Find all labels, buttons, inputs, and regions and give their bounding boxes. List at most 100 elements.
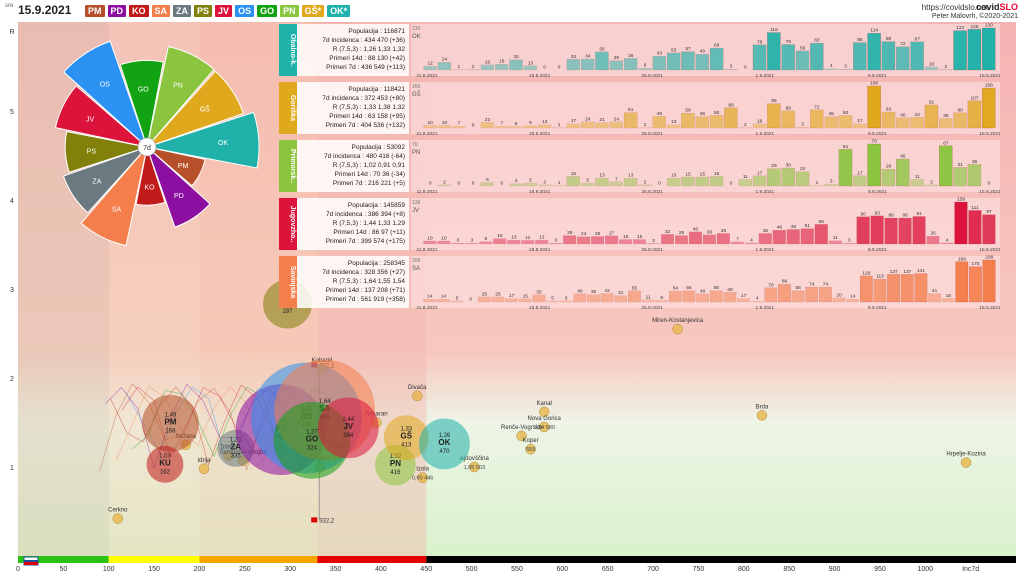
panel-stat-primeri_14: Primeri 14d : 88 130 (+42) <box>329 55 405 62</box>
polar-slice-gš <box>146 70 245 148</box>
x-tick-label: 450 <box>420 566 432 573</box>
panel-bar <box>810 43 824 71</box>
bubble-label: ZA <box>230 442 241 451</box>
panel-bar <box>842 242 856 245</box>
panel-bar-value: 4 <box>830 63 833 69</box>
panel-bar-value: 24 <box>614 116 620 122</box>
panel-bar <box>681 51 695 71</box>
panel-bar-value: 38 <box>943 113 949 119</box>
panel-bar <box>480 122 495 129</box>
panel-bar <box>668 290 682 303</box>
panel-bar-value: 31 <box>958 162 964 168</box>
panel-bar <box>838 68 853 71</box>
panel-bar <box>767 103 781 129</box>
region-legend: PM PD KO SA ZA PS JV OS GO PN GŠ* OK* <box>85 5 351 17</box>
panel-bar-value: 17 <box>509 293 515 299</box>
x-tick-label: 500 <box>466 566 478 573</box>
panel-bar <box>695 116 709 129</box>
panel-bar-value: 13 <box>599 173 605 179</box>
panel-bar-value: 0 <box>730 181 733 187</box>
panel-bar-value: 17 <box>857 118 863 124</box>
panel-bar-value: 68 <box>714 43 720 49</box>
municipality-dot <box>756 410 768 421</box>
panel-bar-value: 10 <box>929 61 935 67</box>
panel-stat-primeri_7: Primeri 7d : 399 574 (+175) <box>326 238 405 245</box>
panel-bar-value: 13 <box>528 60 534 66</box>
panel-bar-value: 97 <box>986 209 992 215</box>
panel-bar <box>781 110 795 129</box>
panel-bar <box>810 185 824 187</box>
panel-bar <box>709 47 724 71</box>
panel-bar <box>674 235 688 245</box>
region-panel-ok: Obalno-k. Populacija : 116871 7d incidenca… <box>279 23 1001 79</box>
site-url[interactable]: https://covidslo.net <box>921 3 988 12</box>
panel-bar-value: 5 <box>529 178 532 184</box>
panel-bar <box>914 273 928 303</box>
panel-bar-value: 0 <box>472 123 475 129</box>
polar-slice-ps <box>64 131 148 173</box>
panel-bar-value: 45 <box>900 154 906 160</box>
region-panel-gš: Goriška Populacija : 118421 7d incidenca :… <box>279 81 1001 137</box>
panel-bar <box>638 184 652 187</box>
panel-date-label: 11.8.2021 <box>417 247 438 253</box>
panel-bar <box>423 125 437 129</box>
panel-bar <box>647 243 660 245</box>
panel-bar-value: 5 <box>456 295 459 301</box>
panel-bar <box>437 240 451 245</box>
panel-bar-value: 32 <box>665 229 671 235</box>
panel-bar-value: 91 <box>916 211 922 217</box>
color-band-2 <box>199 556 318 563</box>
panel-bar-value: 137 <box>903 269 911 275</box>
panel-bar <box>838 115 853 129</box>
panel-bar <box>580 182 595 187</box>
y-tick-label: 2 <box>10 376 14 383</box>
x-tick-label: 950 <box>874 566 886 573</box>
panel-bar-value: 10 <box>441 235 447 241</box>
panel-bar <box>688 231 702 245</box>
panel-bar-value: 22 <box>485 117 491 123</box>
panel-bar <box>750 301 764 303</box>
panel-region-name: Goriška <box>289 95 296 121</box>
panel-bar-value: 16 <box>714 171 720 177</box>
panel-bar-value: 56 <box>686 285 692 291</box>
panel-date-label: 15.9.2021 <box>979 305 1001 311</box>
panel-bar <box>810 109 824 129</box>
polar-slice-ko <box>135 146 166 206</box>
panel-bar <box>566 59 580 71</box>
panel-bar-value: 18 <box>499 59 505 65</box>
panel-bar <box>580 58 595 71</box>
panel-bar <box>623 178 638 187</box>
region-chip-go: GO <box>257 5 278 17</box>
panel-code: JV <box>412 208 419 214</box>
panel-bar-value: 3 <box>848 238 851 244</box>
polar-slice-go <box>119 59 164 148</box>
panel-bar-value: 25 <box>482 291 488 297</box>
panel-bar-value: 25 <box>595 231 601 237</box>
panel-bar-value: 3 <box>844 64 847 70</box>
panel-date-label: 25.8.2021 <box>642 247 664 253</box>
panel-bar-value: 36 <box>972 159 978 165</box>
panel-bar-value: 40 <box>693 226 699 232</box>
panel-bar <box>910 117 924 129</box>
panel-bar-value: 0 <box>457 181 460 187</box>
panel-stat-populacija: Populacija : 258345 <box>348 260 405 267</box>
panel-tab <box>279 256 297 308</box>
panel-bar <box>716 233 730 245</box>
region-chip-za: ZA <box>173 5 192 17</box>
panel-bar-value: 14 <box>850 294 856 300</box>
panel-tab <box>279 140 297 192</box>
panel-bar <box>552 185 566 187</box>
panel-bar-value: 16 <box>757 118 763 124</box>
panel-date-label: 15.9.2021 <box>979 247 1001 253</box>
x-tick-label: 250 <box>239 566 251 573</box>
panel-bar-value: 85 <box>857 37 863 43</box>
x-tick-label: 200 <box>194 566 206 573</box>
polar-center-label: 7d <box>143 145 151 152</box>
panel-bar <box>437 299 450 303</box>
panel-ymax: 166 <box>412 84 421 90</box>
panel-stat-r: R (7,5,3) : 1,02 0,91 0,91 <box>333 162 406 169</box>
panel-bar <box>595 122 609 129</box>
panel-bar <box>795 50 810 71</box>
panel-bar <box>870 215 884 245</box>
